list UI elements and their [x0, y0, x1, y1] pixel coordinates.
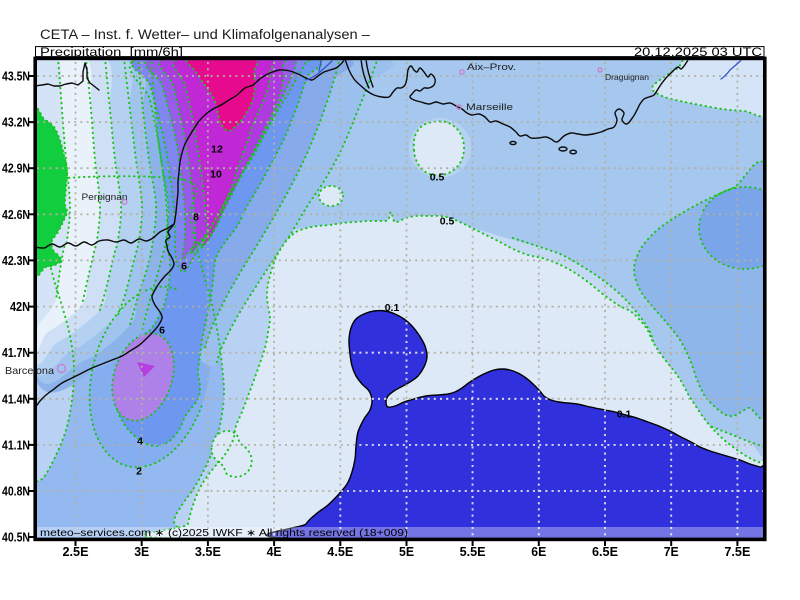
svg-text:12: 12	[211, 144, 223, 156]
svg-text:3.5E: 3.5E	[195, 545, 221, 559]
svg-text:8: 8	[193, 212, 199, 224]
svg-text:Marseille: Marseille	[466, 102, 513, 113]
svg-text:42.9N: 42.9N	[2, 162, 30, 176]
svg-text:7E: 7E	[664, 545, 679, 559]
svg-text:7.5E: 7.5E	[724, 545, 750, 559]
svg-text:41.7N: 41.7N	[2, 346, 30, 360]
svg-text:43.2N: 43.2N	[2, 116, 30, 130]
svg-text:3E: 3E	[134, 545, 149, 559]
svg-text:4: 4	[137, 436, 143, 448]
svg-text:10: 10	[210, 169, 222, 181]
svg-text:Aix–Prov.: Aix–Prov.	[467, 62, 516, 73]
svg-text:2: 2	[136, 466, 142, 478]
svg-text:Barcelona: Barcelona	[5, 365, 54, 377]
svg-text:Draguignan: Draguignan	[605, 72, 649, 82]
svg-text:42.3N: 42.3N	[2, 254, 30, 268]
svg-text:4.5E: 4.5E	[327, 545, 353, 559]
svg-text:0.5: 0.5	[430, 172, 445, 184]
svg-text:4E: 4E	[267, 545, 282, 559]
svg-text:41.1N: 41.1N	[2, 438, 30, 452]
svg-text:42.6N: 42.6N	[2, 208, 30, 222]
svg-text:6E: 6E	[531, 545, 546, 559]
svg-text:0.1: 0.1	[617, 409, 632, 421]
svg-text:20.12.2025 03 UTC: 20.12.2025 03 UTC	[634, 45, 762, 59]
svg-text:42N: 42N	[10, 300, 30, 314]
svg-text:0.5: 0.5	[440, 216, 455, 228]
svg-text:CETA – Inst. f. Wetter– und Kl: CETA – Inst. f. Wetter– und Klimafolgena…	[40, 27, 371, 42]
svg-text:2.5E: 2.5E	[63, 545, 89, 559]
svg-text:meteo–services.com ∗ (c)2025 I: meteo–services.com ∗ (c)2025 IWKF ∗ All …	[40, 528, 408, 539]
svg-text:6: 6	[181, 261, 187, 273]
svg-text:43.5N: 43.5N	[2, 70, 30, 84]
svg-text:41.4N: 41.4N	[2, 392, 30, 406]
svg-text:6: 6	[159, 325, 165, 337]
svg-text:5.5E: 5.5E	[460, 545, 486, 559]
svg-text:Precipitation_[mm/6h]: Precipitation_[mm/6h]	[40, 45, 183, 59]
svg-text:6.5E: 6.5E	[592, 545, 618, 559]
svg-text:5E: 5E	[399, 545, 414, 559]
svg-text:40.5N: 40.5N	[2, 531, 30, 545]
svg-text:40.8N: 40.8N	[2, 485, 30, 499]
svg-text:Perpignan: Perpignan	[82, 192, 128, 202]
svg-text:0.1: 0.1	[385, 302, 400, 314]
